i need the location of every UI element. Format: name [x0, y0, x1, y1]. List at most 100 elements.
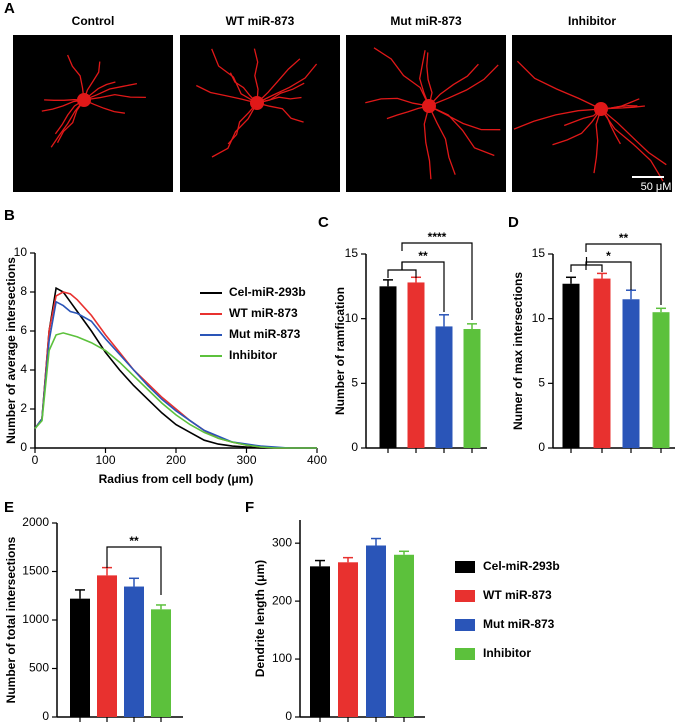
- y-tick-label: 200: [272, 593, 292, 607]
- y-tick-label: 0: [285, 709, 292, 723]
- legend-label: Mut miR-873: [483, 617, 555, 631]
- y-axis-label: Numer of max intersections: [511, 272, 525, 430]
- bar: [366, 545, 386, 717]
- dendrite: [196, 84, 258, 104]
- significance-bracket: [585, 261, 632, 290]
- dendrite: [428, 105, 456, 175]
- panel-label: B: [4, 207, 15, 224]
- dendrite: [211, 48, 258, 104]
- dendrite: [423, 105, 432, 180]
- bar: [124, 586, 144, 717]
- y-tick-label: 2: [20, 401, 27, 415]
- y-axis-label: Number of total intersections: [4, 536, 18, 703]
- significance-label: **: [418, 249, 428, 263]
- y-tick-label: 300: [272, 535, 292, 549]
- dendrite: [256, 102, 304, 123]
- x-axis-label: Radius from cell body (μm): [99, 472, 254, 486]
- x-tick-label: 200: [166, 453, 186, 467]
- dendrite: [50, 99, 85, 148]
- dendrite: [428, 64, 499, 107]
- x-tick-label: 300: [236, 453, 256, 467]
- dendrite: [365, 97, 430, 107]
- bar: [97, 575, 117, 717]
- bar: [652, 312, 670, 448]
- dendrite: [83, 99, 125, 114]
- soma: [250, 96, 264, 110]
- dendrite: [83, 82, 138, 101]
- y-axis-label: Dendrite length (μm): [253, 560, 267, 677]
- legend-swatch: [455, 590, 475, 602]
- dendrite: [419, 50, 430, 107]
- y-tick-label: 8: [20, 284, 27, 298]
- bar: [310, 566, 330, 717]
- legend-label: Inhibitor: [229, 348, 277, 362]
- bar: [394, 554, 414, 717]
- x-tick-label: 400: [307, 453, 327, 467]
- x-tick-label: 100: [95, 453, 115, 467]
- micrograph: [512, 35, 672, 192]
- significance-bracket: [401, 242, 473, 320]
- dendrite: [211, 102, 258, 158]
- legend-label: Cel-miR-293b: [229, 285, 306, 299]
- legend-label: WT miR-873: [229, 306, 298, 320]
- y-axis-label: Number of average intersections: [4, 257, 18, 444]
- dendrite: [552, 108, 602, 146]
- legend-label: Cel-miR-293b: [483, 559, 560, 573]
- y-tick-label: 0: [351, 440, 358, 454]
- dendrite: [373, 47, 430, 107]
- significance-bracket: [585, 243, 662, 305]
- y-tick-label: 4: [20, 362, 27, 376]
- significance-label: **: [619, 231, 629, 245]
- series-line: [34, 286, 317, 449]
- y-tick-label: 10: [532, 311, 546, 325]
- panel-label: C: [318, 214, 329, 231]
- legend-swatch: [455, 561, 475, 573]
- dendrite: [56, 99, 85, 144]
- dendrite: [41, 99, 85, 112]
- dendrite: [386, 105, 430, 120]
- series-line: [34, 300, 317, 449]
- y-tick-label: 0: [42, 709, 49, 723]
- dendrite: [600, 108, 664, 182]
- dendrite: [256, 63, 318, 104]
- bar: [622, 299, 640, 448]
- soma: [422, 99, 436, 113]
- y-tick-label: 15: [345, 246, 359, 260]
- y-axis-label: Number of ramfication: [333, 287, 347, 415]
- dendrite: [67, 54, 85, 101]
- significance-label: *: [606, 249, 611, 263]
- panel-label: E: [4, 499, 14, 516]
- dendrite: [428, 105, 495, 157]
- dendrite: [83, 93, 146, 101]
- bar: [407, 282, 425, 448]
- image-title: Inhibitor: [568, 14, 616, 28]
- image-title: WT miR-873: [226, 14, 295, 28]
- panel-label: D: [508, 214, 519, 231]
- y-tick-label: 0: [20, 440, 27, 454]
- bar: [151, 609, 171, 717]
- legend-label: Mut miR-873: [229, 327, 301, 341]
- significance-bracket: [106, 546, 162, 595]
- soma: [594, 102, 608, 116]
- dendrite: [513, 108, 602, 130]
- soma: [77, 93, 91, 107]
- significance-label: **: [129, 534, 139, 548]
- legend-label: Inhibitor: [483, 646, 531, 660]
- micrograph: [13, 35, 173, 192]
- bar: [463, 329, 481, 448]
- y-tick-label: 2000: [22, 515, 49, 529]
- y-tick-label: 5: [351, 376, 358, 390]
- panel-label: A: [4, 0, 15, 17]
- bar: [338, 562, 358, 717]
- micrograph: [180, 35, 340, 192]
- y-tick-label: 15: [532, 246, 546, 260]
- scale-bar-label: 50 μM: [641, 181, 672, 193]
- dendrite: [256, 58, 301, 104]
- significance-bracket: [401, 261, 445, 312]
- y-tick-label: 100: [272, 651, 292, 665]
- y-tick-label: 1500: [22, 564, 49, 578]
- dendrite: [428, 63, 479, 107]
- significance-label: ****: [428, 230, 447, 244]
- y-tick-label: 10: [14, 245, 28, 259]
- legend-swatch: [455, 648, 475, 660]
